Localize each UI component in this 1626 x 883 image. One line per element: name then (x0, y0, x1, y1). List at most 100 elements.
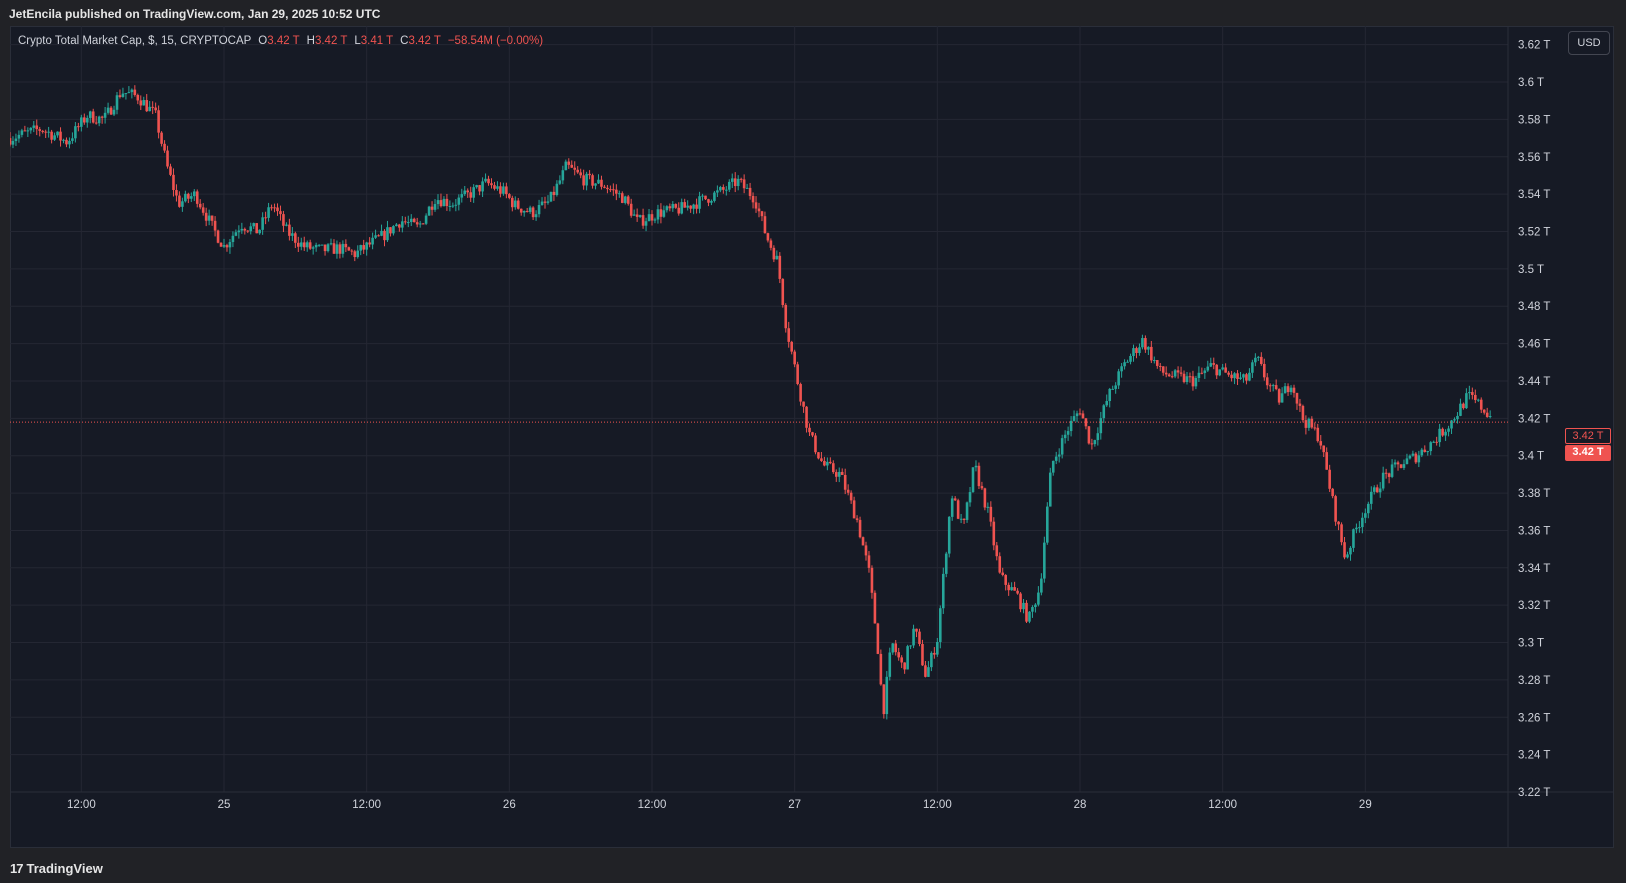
candle-body (528, 207, 532, 212)
candle-body (314, 244, 318, 248)
candle-body (995, 545, 999, 557)
candle-body (395, 224, 398, 227)
candle-body (38, 129, 42, 131)
candle-body (94, 122, 98, 124)
candle-body (398, 224, 401, 228)
candle-body (97, 116, 101, 124)
candle-body (484, 178, 487, 182)
candle-body (112, 109, 116, 115)
candle-body (1459, 403, 1462, 416)
candle-body (909, 645, 912, 647)
candle-body (1340, 524, 1343, 543)
high-label: H (306, 35, 315, 47)
candle-body (686, 205, 689, 208)
candle-body (1010, 587, 1013, 591)
candle-body (130, 89, 134, 93)
candle-body (549, 191, 553, 202)
x-tick-label: 12:00 (923, 799, 952, 811)
candle-body (974, 465, 978, 468)
candle-body (445, 198, 449, 207)
candle-body (359, 245, 363, 251)
candle-body (843, 474, 847, 490)
candle-body (487, 178, 490, 184)
candle-body (317, 244, 321, 246)
candle-body (787, 328, 791, 342)
candle-body (1289, 387, 1293, 393)
candle-body (834, 472, 838, 477)
footer-bar (0, 852, 1626, 883)
candle-body (1069, 420, 1073, 432)
candle-body (145, 100, 149, 112)
candle-body (1176, 370, 1180, 373)
candlestick-chart[interactable]: 3.62 T 3.6 T 3.58 T 3.56 T 3.54 T 3.52 T 3.5 T… (10, 26, 1614, 848)
candle-body (665, 206, 669, 211)
candle-body (659, 209, 663, 217)
candle-body (1117, 371, 1120, 386)
currency-button[interactable]: USD (1568, 31, 1610, 55)
candle-body (689, 205, 692, 209)
candle-body (1364, 513, 1367, 518)
candle-body (525, 210, 529, 212)
symbol-title[interactable]: Crypto Total Market Cap, $, 15, CRYPTOCA… (18, 35, 252, 47)
candle-body (1209, 363, 1213, 367)
candle-body (626, 196, 630, 204)
candle-body (879, 653, 883, 685)
x-tick-label: 27 (788, 799, 801, 811)
candle-body (1325, 452, 1328, 470)
candle-body (255, 223, 258, 234)
candle-body (308, 242, 312, 249)
candle-body (463, 190, 467, 195)
candle-body (1046, 506, 1049, 543)
candle-body (936, 642, 939, 655)
candle-body (439, 200, 443, 207)
candle-body (522, 210, 526, 213)
candle-body (198, 203, 202, 208)
candle-body (1072, 416, 1076, 421)
candle-body (1393, 462, 1397, 465)
last-price-badge: 3.42 T (1565, 428, 1611, 444)
candle-body (118, 95, 122, 97)
candle-body (802, 401, 805, 407)
candle-body (115, 95, 119, 110)
current-price-badge: 3.42 T (1565, 445, 1611, 461)
candle-body (1435, 441, 1438, 443)
candle-body (867, 555, 871, 568)
candle-body (207, 215, 211, 221)
candle-body (781, 278, 785, 305)
x-tick-label: 12:00 (638, 799, 667, 811)
candle-body (106, 107, 110, 113)
tradingview-logo-icon: 17 (10, 861, 24, 876)
candle-body (368, 242, 371, 245)
candle-body (1167, 374, 1171, 377)
candle-body (341, 243, 345, 254)
candle-body (597, 179, 600, 184)
candle-body (959, 518, 963, 520)
candle-body (1417, 455, 1421, 463)
candle-body (448, 205, 452, 207)
candle-body (989, 506, 993, 522)
candle-body (998, 556, 1002, 573)
tradingview-brand[interactable]: 17 TradingView (10, 861, 103, 876)
candle-body (302, 242, 306, 248)
candle-body (1390, 464, 1394, 477)
candle-body (719, 187, 722, 191)
candle-body (332, 243, 336, 254)
candle-body (1025, 602, 1028, 622)
candle-body (371, 237, 374, 245)
candle-body (1078, 413, 1082, 415)
candle-body (635, 214, 639, 217)
candle-body (953, 498, 957, 501)
y-tick-label: 3.38 T (1518, 488, 1550, 500)
candle-body (240, 228, 244, 231)
candle-body (546, 201, 550, 203)
candle-body (1387, 473, 1391, 477)
candle-body (683, 202, 686, 208)
candle-body (600, 179, 603, 187)
candle-body (172, 174, 175, 190)
candle-body (228, 242, 232, 248)
candle-body (965, 502, 969, 520)
candle-body (692, 204, 695, 209)
candle-body (1099, 418, 1103, 434)
candle-body (1034, 604, 1037, 608)
candle-body (739, 178, 743, 180)
